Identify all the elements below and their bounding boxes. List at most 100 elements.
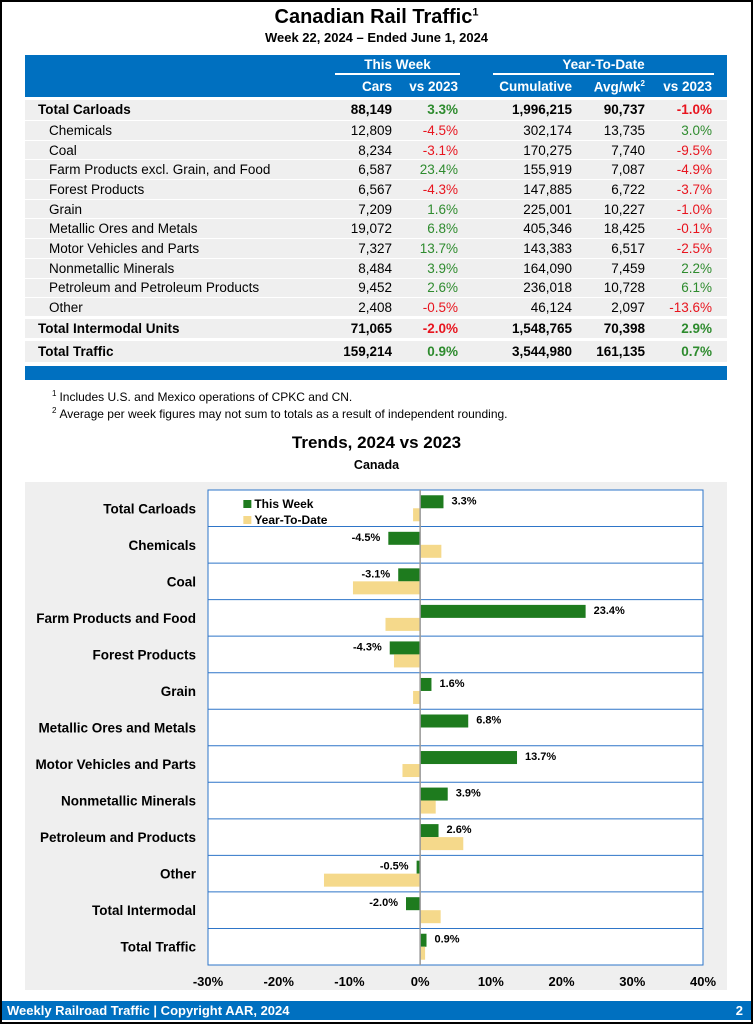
this-week-bar bbox=[420, 677, 432, 691]
this-week-bar bbox=[420, 787, 448, 801]
row-label: Other bbox=[25, 297, 335, 318]
this-week-bar bbox=[420, 604, 586, 618]
row-label: Chemicals bbox=[25, 120, 335, 141]
ytd-bar bbox=[385, 617, 421, 631]
trends-chart: -30% -20% -10% 0% 10% 20% 30% 40% Total Carloads… bbox=[35, 489, 716, 989]
avg-wk-cell: 13,735 bbox=[577, 120, 650, 141]
footnote-2: 2 Average per week figures may not sum to… bbox=[52, 406, 508, 421]
category-label: Nonmetallic Minerals bbox=[61, 794, 196, 809]
category-label: Petroleum and Products bbox=[40, 830, 196, 845]
avg-wk-cell: 90,737 bbox=[577, 96, 650, 121]
cars-cell: 88,149 bbox=[335, 96, 397, 121]
cars-cell: 8,234 bbox=[335, 139, 397, 160]
this-week-bar bbox=[420, 751, 518, 765]
plot-area bbox=[207, 489, 704, 966]
ytd-vs-2023-cell: -1.0% bbox=[650, 96, 728, 121]
this-week-bar bbox=[406, 897, 421, 911]
cars-cell: 2,408 bbox=[335, 297, 397, 318]
avg-wk-cell: 7,459 bbox=[577, 257, 650, 278]
x-tick-label: 0% bbox=[411, 974, 430, 989]
row-label: Farm Products excl. Grain, and Food bbox=[25, 159, 335, 180]
category-label: Forest Products bbox=[92, 647, 196, 662]
x-tick-label: 10% bbox=[478, 974, 504, 989]
ytd-bar bbox=[420, 544, 442, 558]
ytd-bar bbox=[420, 800, 436, 814]
ytd-bar bbox=[393, 654, 421, 668]
ytd-bar bbox=[413, 690, 421, 704]
avg-wk-cell: 161,135 bbox=[577, 338, 650, 363]
this-week-bar bbox=[416, 860, 421, 874]
cars-cell: 71,065 bbox=[335, 315, 397, 340]
ytd-bar bbox=[402, 764, 421, 778]
ytd-vs-2023-cell: -13.6% bbox=[650, 297, 728, 318]
legend-label-this-week: This Week bbox=[254, 497, 313, 511]
table-row: Total Carloads 88,149 3.3% 1,996,215 90,737-… bbox=[25, 96, 728, 121]
cumulative-cell: 155,919 bbox=[463, 159, 577, 180]
ytd-vs-2023-cell: -0.1% bbox=[650, 218, 728, 239]
row-label: Motor Vehicles and Parts bbox=[25, 238, 335, 259]
vs-2023-cell: 2.6% bbox=[397, 277, 463, 298]
ytd-vs-2023-cell: -1.0% bbox=[650, 198, 728, 219]
vs-2023-cell: -0.5% bbox=[397, 297, 463, 318]
data-label: -4.3% bbox=[353, 641, 382, 653]
ytd-vs-2023-cell: -4.9% bbox=[650, 159, 728, 180]
data-label: 2.6% bbox=[447, 824, 472, 836]
data-label: 3.3% bbox=[451, 495, 476, 507]
avg-wk-cell: 6,517 bbox=[577, 238, 650, 259]
category-label: Coal bbox=[167, 574, 196, 589]
data-label: 6.8% bbox=[476, 715, 501, 727]
vs-2023-cell: -4.5% bbox=[397, 120, 463, 141]
row-label: Total Traffic bbox=[25, 338, 335, 363]
cars-cell: 19,072 bbox=[335, 218, 397, 239]
cumulative-cell: 405,346 bbox=[463, 218, 577, 239]
data-label: -0.5% bbox=[380, 861, 409, 873]
data-label: 0.9% bbox=[435, 934, 460, 946]
ytd-vs-2023-cell: 2.2% bbox=[650, 257, 728, 278]
this-week-bar bbox=[420, 824, 439, 838]
legend-swatch-this-week bbox=[243, 500, 252, 508]
cumulative-cell: 225,001 bbox=[463, 198, 577, 219]
cars-cell: 7,209 bbox=[335, 198, 397, 219]
table-row: Motor Vehicles and Parts 7,327 13.7% 143,38… bbox=[25, 238, 728, 259]
ytd-bar bbox=[413, 508, 421, 522]
ytd-bar bbox=[323, 873, 421, 887]
category-label: Farm Products and Food bbox=[36, 611, 196, 626]
row-label: Total Intermodal Units bbox=[25, 315, 335, 340]
traffic-table: This Week Year-To-Date Cars vs 2023 Cumu… bbox=[25, 55, 728, 363]
data-label: 23.4% bbox=[594, 605, 625, 617]
x-tick-label: 20% bbox=[549, 974, 575, 989]
row-label: Forest Products bbox=[25, 179, 335, 200]
cumulative-cell: 164,090 bbox=[463, 257, 577, 278]
col-vs: vs 2023 bbox=[409, 79, 458, 95]
row-label: Petroleum and Petroleum Products bbox=[25, 277, 335, 298]
ytd-bar bbox=[420, 946, 426, 960]
ytd-vs-2023-cell: -9.5% bbox=[650, 139, 728, 160]
vs-2023-cell: 3.3% bbox=[397, 96, 463, 121]
table-row: Total Traffic 159,214 0.9% 3,544,980 161,135… bbox=[25, 338, 728, 363]
data-label: -4.5% bbox=[352, 532, 381, 544]
this-week-bar bbox=[398, 568, 421, 582]
ytd-vs-2023-cell: 3.0% bbox=[650, 120, 728, 141]
legend-swatch-ytd bbox=[243, 516, 252, 524]
cumulative-cell: 3,544,980 bbox=[463, 338, 577, 363]
cumulative-cell: 170,275 bbox=[463, 139, 577, 160]
table-row: Metallic Ores and Metals 19,072 6.8% 405,34… bbox=[25, 218, 728, 239]
vs-2023-cell: 0.9% bbox=[397, 338, 463, 363]
cumulative-cell: 1,548,765 bbox=[463, 315, 577, 340]
group-this-week: This Week bbox=[335, 57, 460, 75]
data-label: 3.9% bbox=[456, 788, 481, 800]
data-label: -3.1% bbox=[361, 568, 390, 580]
col-cars: Cars bbox=[361, 79, 392, 95]
cars-cell: 12,809 bbox=[335, 120, 397, 141]
col-ytd-vs: vs 2023 bbox=[663, 79, 713, 95]
cars-cell: 9,452 bbox=[335, 277, 397, 298]
page-title: Canadian Rail Traffic1 bbox=[274, 6, 479, 28]
row-label: Nonmetallic Minerals bbox=[25, 257, 335, 278]
x-tick-label: 40% bbox=[690, 974, 716, 989]
cumulative-cell: 236,018 bbox=[463, 277, 577, 298]
vs-2023-cell: 6.8% bbox=[397, 218, 463, 239]
table-row: Petroleum and Petroleum Products 9,452 2.6… bbox=[25, 277, 728, 298]
vs-2023-cell: 23.4% bbox=[397, 159, 463, 180]
col-cumulative: Cumulative bbox=[499, 79, 572, 95]
